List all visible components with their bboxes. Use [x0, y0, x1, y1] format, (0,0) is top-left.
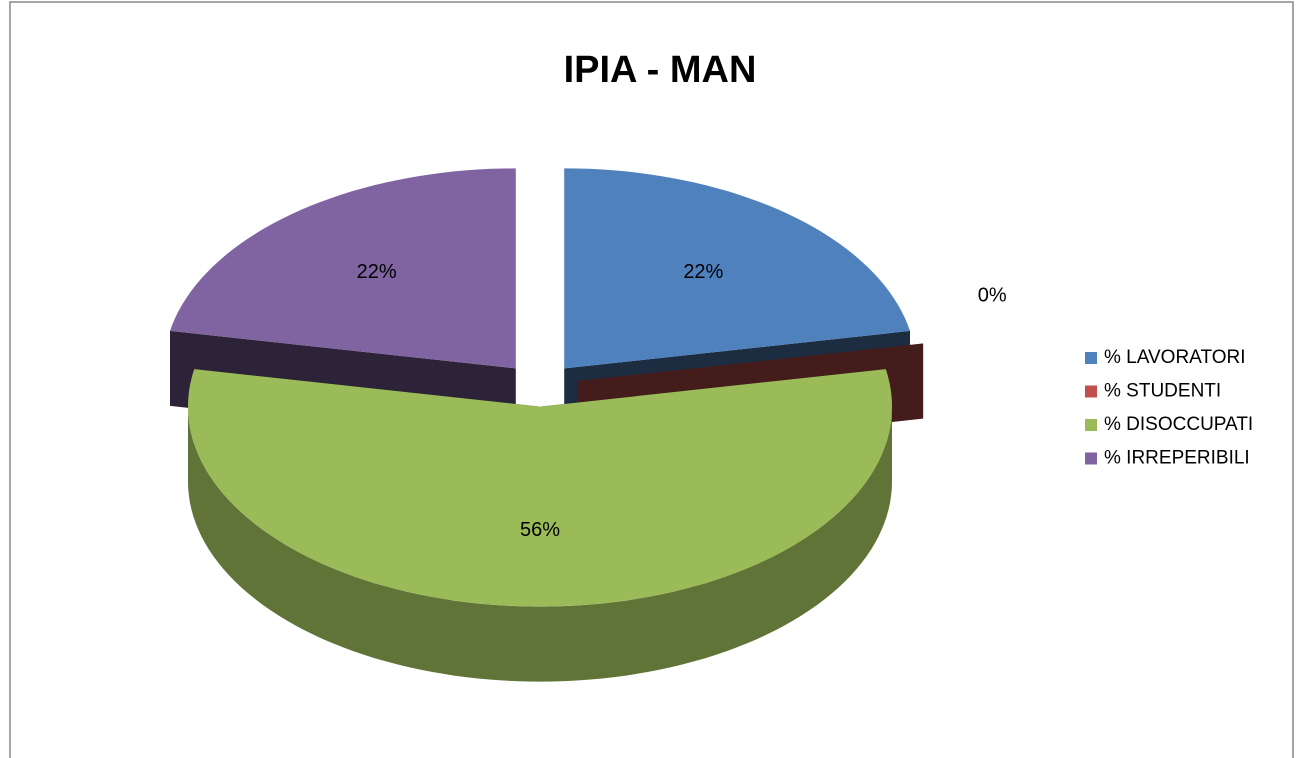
data-label: 22%	[683, 261, 723, 283]
legend-swatch	[1085, 385, 1097, 398]
legend-label: % LAVORATORI	[1104, 347, 1245, 368]
slice-wall	[188, 406, 892, 682]
slice	[188, 369, 892, 607]
legend-label: % IRREPERIBILI	[1104, 448, 1250, 469]
legend-label: % STUDENTI	[1104, 381, 1221, 402]
legend-label: % DISOCCUPATI	[1104, 414, 1253, 435]
data-label: 22%	[357, 261, 397, 283]
legend-swatch	[1085, 452, 1097, 465]
slice	[564, 168, 910, 369]
chart-title: IPIA - MAN	[564, 49, 757, 91]
data-label: 0%	[978, 284, 1007, 306]
legend-swatch	[1085, 419, 1097, 431]
slice	[170, 168, 516, 369]
data-label: 56%	[520, 519, 560, 541]
legend-swatch	[1085, 352, 1097, 364]
